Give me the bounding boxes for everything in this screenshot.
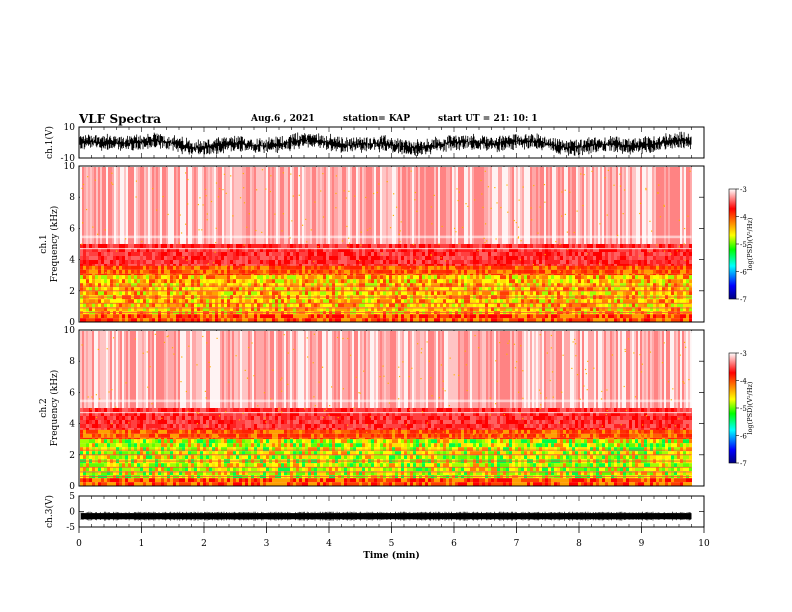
x-tick-label: 2 (201, 539, 207, 549)
ch2-spectrogram-y-tick-label: 10 (64, 326, 76, 336)
ch1-spectrogram-ylabel: ch.1 (39, 234, 49, 253)
ch3-waveform-y-tick-label: 5 (69, 492, 75, 502)
ch1-spectrogram-colorbar-tick: -6 (740, 269, 747, 277)
ch2-spectrogram-ylabel: ch.2 (39, 398, 49, 417)
x-tick-label: 7 (514, 539, 520, 549)
ch1-waveform-y-tick-label: 10 (64, 123, 76, 133)
ch2-spectrogram-colorbar-tick: -6 (740, 433, 747, 441)
ch1-spectrogram-colorbar (728, 188, 737, 300)
x-tick-label: 1 (139, 539, 145, 549)
ch2-spectrogram-y-tick-label: 2 (69, 451, 75, 461)
chart-title: VLF Spectra (79, 112, 162, 126)
x-tick-label: 9 (639, 539, 645, 549)
ch2-spectrogram-y-tick-label: 0 (69, 482, 75, 492)
ch1-spectrogram-colorbar-tick: -7 (740, 296, 747, 304)
ch2-spectrogram-colorbar-tick: -3 (740, 350, 747, 358)
ch1-spectrogram-y-tick-label: 0 (69, 318, 75, 328)
ch1-spectrogram-y-tick-label: 10 (64, 162, 76, 172)
ch1-waveform-ylabel: ch.1(V) (44, 126, 55, 159)
ch2-spectrogram-y-tick-label: 8 (69, 357, 75, 367)
x-tick-label: 5 (389, 539, 395, 549)
ch1-spectrogram-heatmap (80, 167, 692, 322)
ch1-spectrogram-ylabel2: Frequency (kHz) (49, 206, 60, 283)
ch2-spectrogram-colorbar-label: log(PSD)(V²/Hz) (746, 381, 754, 434)
ch2-spectrogram-colorbar-tick: -7 (740, 460, 747, 468)
ch3-waveform-y-tick-label: 0 (69, 508, 75, 518)
ch2-spectrogram-colorbar (728, 352, 737, 464)
x-tick-label: 0 (76, 539, 82, 549)
ch2-spectrogram-colorbar-tick: -4 (740, 378, 747, 386)
ch1-spectrogram-colorbar-tick: -5 (740, 241, 747, 249)
ch2-spectrogram-heatmap (80, 331, 692, 486)
ch2-spectrogram-y-tick-label: 6 (69, 388, 75, 398)
ch3-waveform-y-tick-label: -5 (66, 523, 75, 533)
x-axis-label: Time (min) (363, 550, 420, 561)
ch3-waveform-ylabel: ch.3(V) (44, 495, 55, 528)
ch1-waveform-y-tick-label: -10 (61, 154, 76, 164)
x-tick-label: 10 (698, 539, 710, 549)
x-tick-label: 6 (451, 539, 457, 549)
ch1-spectrogram-colorbar-tick: -4 (740, 214, 747, 222)
date-label: Aug.6 , 2021 (251, 114, 315, 124)
ch2-spectrogram-ylabel2: Frequency (kHz) (49, 370, 60, 447)
ch1-spectrogram-y-tick-label: 8 (69, 193, 75, 203)
x-tick-label: 8 (576, 539, 582, 549)
ch1-spectrogram-colorbar-label: log(PSD)(V²/Hz) (746, 217, 754, 270)
ch1-spectrogram-y-tick-label: 4 (69, 256, 75, 266)
ch1-spectrogram-y-tick-label: 6 (69, 224, 75, 234)
station-label: station= KAP (343, 114, 411, 124)
ch1-waveform-trace (79, 131, 692, 156)
ch2-spectrogram-colorbar-tick: -5 (740, 405, 747, 413)
x-tick-label: 4 (326, 539, 332, 549)
ch1-spectrogram-y-tick-label: 2 (69, 287, 75, 297)
ch1-spectrogram-colorbar-tick: -3 (740, 186, 747, 194)
start-time-label: start UT = 21: 10: 1 (438, 114, 538, 124)
ch2-spectrogram-y-tick-label: 4 (69, 420, 75, 430)
x-tick-label: 3 (264, 539, 270, 549)
